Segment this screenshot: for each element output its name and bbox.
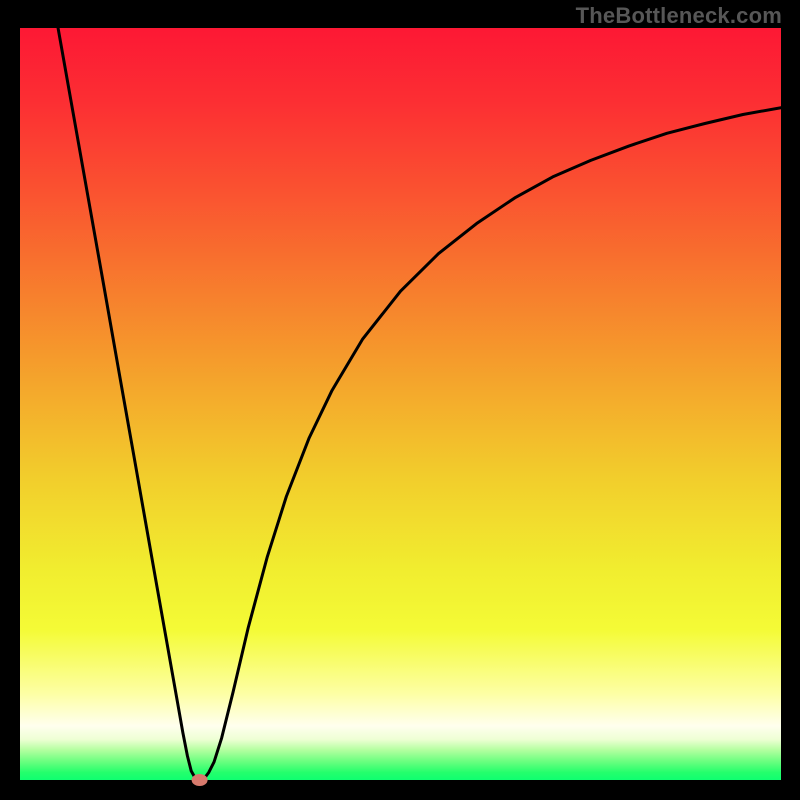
bottleneck-chart <box>0 0 800 800</box>
watermark-text: TheBottleneck.com <box>576 3 782 29</box>
plot-area <box>20 28 781 780</box>
optimal-point-marker <box>192 774 208 786</box>
chart-container: { "watermark": { "text": "TheBottleneck.… <box>0 0 800 800</box>
